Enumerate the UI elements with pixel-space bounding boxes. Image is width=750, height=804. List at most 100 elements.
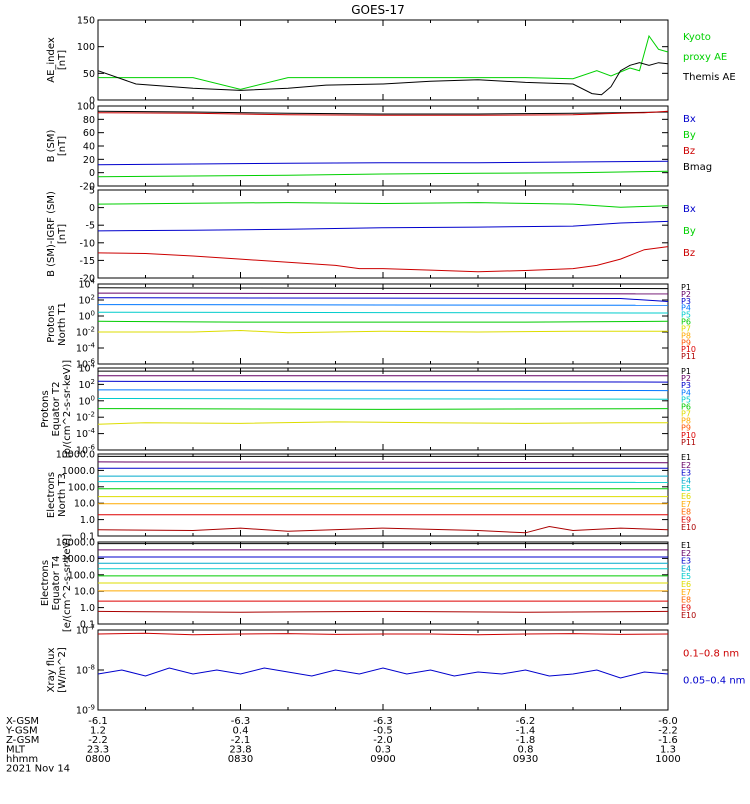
series-line-0 (97, 287, 669, 290)
legend-entry: E9 (681, 515, 691, 524)
series-line-3 (97, 389, 669, 392)
y-axis-label: [nT] (57, 50, 68, 70)
panel-6: 0.1 1.0 10.0 100.0 1000.0 10000.0 Electrons Equ… (40, 534, 696, 632)
series-line-1 (97, 62, 669, 96)
y-tick-label: -20 (79, 182, 95, 193)
legend-entry: E1 (681, 541, 691, 550)
y-tick-label: 100.0 (68, 570, 95, 581)
y-tick-label: 10-2 (76, 411, 95, 424)
orbit-row-value: -6.2 (516, 716, 536, 727)
legend-entry: Bz (683, 146, 695, 157)
series-line-3 (97, 170, 669, 178)
y-tick-label: 0.1 (80, 620, 95, 631)
orbit-row-label: Y-GSM (5, 726, 38, 737)
y-tick-label: 0 (89, 96, 95, 107)
series-line-3 (97, 304, 669, 306)
legend-entry: Themis AE (682, 72, 736, 83)
orbit-row-value: -2.2 (88, 735, 108, 746)
y-tick-label: 100 (77, 42, 95, 53)
y-tick-label: 10-4 (76, 342, 96, 355)
orbit-row-value: 0930 (513, 754, 538, 765)
y-tick-label: 10-9 (76, 704, 95, 717)
y-tick-label: 102 (78, 378, 95, 391)
y-axis-label: AE_index (46, 37, 57, 83)
y-tick-label: 1000.0 (62, 554, 95, 565)
y-axis-label: North T1 (57, 302, 68, 346)
y-tick-label: 10-4 (76, 427, 96, 440)
orbit-row-value: 1.3 (660, 745, 676, 756)
legend-entry: Bmag (683, 162, 712, 173)
legend-entry: proxy AE (683, 52, 727, 63)
orbit-row-value: 0.4 (233, 726, 249, 737)
legend-entry: P2 (681, 374, 691, 383)
legend-entry: P1 (681, 367, 691, 376)
legend-entry: P4 (681, 304, 691, 313)
y-axis-label: Electrons (46, 472, 57, 518)
panel-1: -20 0 20 40 60 80 100 B (SM) [nT] Bx By Bz Bmag (46, 102, 712, 193)
y-tick-label: 40 (83, 142, 95, 153)
legend-entry: P8 (681, 417, 691, 426)
panel-5: 0.1 1.0 10.0 100.0 1000.0 10000.0 Electrons Nor… (46, 450, 696, 543)
y-tick-label: 0.1 (80, 532, 95, 543)
plot-title: GOES-17 (351, 3, 405, 17)
y-tick-label: -5 (86, 221, 95, 232)
y-axis-label: Electrons (40, 560, 51, 606)
legend-entry: E5 (681, 572, 691, 581)
orbit-row-value: -0.5 (373, 726, 393, 737)
panel-frame (97, 629, 669, 711)
orbit-row-value: -6.1 (88, 716, 108, 727)
series-line-4 (97, 481, 669, 483)
legend-entry: P3 (681, 381, 691, 390)
y-tick-label: 100 (78, 310, 95, 323)
orbit-row-value: -2.0 (373, 735, 393, 746)
legend-entry: E8 (681, 596, 691, 605)
legend-entry: E7 (681, 500, 691, 509)
y-tick-label: -10 (79, 238, 95, 249)
y-tick-label: -20 (79, 274, 95, 285)
legend-entry: P10 (681, 345, 696, 354)
legend-entry: P5 (681, 395, 691, 404)
y-axis-label: [nT] (57, 136, 68, 156)
orbit-row-value: -1.8 (516, 735, 536, 746)
legend-entry: P9 (681, 338, 691, 347)
y-axis-label: Equator T4 (51, 556, 62, 611)
y-tick-label: 104 (78, 278, 95, 291)
legend-entry: P7 (681, 410, 691, 419)
legend-entry: P8 (681, 331, 691, 340)
series-line-2 (97, 160, 669, 166)
y-tick-label: 0 (89, 168, 95, 179)
series-line-9 (97, 610, 669, 613)
legend-entry: By (683, 130, 696, 141)
legend-entry: E10 (681, 523, 696, 532)
legend-entry: E8 (681, 508, 691, 517)
series-line-1 (97, 220, 669, 232)
series-line-4 (97, 311, 669, 314)
panel-7: 10-9 10-8 10-7 Xray flux [W/m^2] 0.1–0.8 nm 0.… (46, 624, 745, 717)
orbit-row-value: 0.8 (518, 745, 534, 756)
orbit-row-value: 1000 (655, 754, 680, 765)
y-tick-label: 100 (77, 102, 95, 113)
y-tick-label: 80 (83, 115, 95, 126)
orbit-row-value: 1.2 (90, 726, 106, 737)
y-axis-label: Protons (40, 390, 51, 427)
series-line-1 (97, 667, 669, 679)
panel-2: -20 -15 -10 -5 0 5 B (SM)-IGRF (SM) [nT] Bx By Bz (46, 186, 696, 285)
panel-frame (97, 453, 669, 537)
series-line-2 (97, 246, 669, 273)
orbit-row-label: hhmm (6, 754, 38, 765)
y-axis-label: Protons (46, 305, 57, 342)
legend-entry: E7 (681, 588, 691, 597)
legend-entry: P3 (681, 297, 691, 306)
y-axis-label: Xray flux (46, 648, 57, 693)
orbit-row-label: Z-GSM (6, 735, 39, 746)
legend-entry: E3 (681, 557, 691, 566)
series-line-0 (97, 632, 669, 636)
series-line-4 (97, 398, 669, 400)
y-tick-label: 150 (77, 16, 95, 27)
y-axis-label: [W/m^2] (57, 647, 68, 693)
y-tick-label: 10000.0 (56, 450, 95, 461)
orbit-row-value: -6.3 (231, 716, 251, 727)
panel-4: 10-6 10-4 10-2 100 102 104 Protons Equator T2 [p… (40, 360, 696, 459)
series-line-5 (97, 408, 669, 410)
legend-entry: E3 (681, 469, 691, 478)
